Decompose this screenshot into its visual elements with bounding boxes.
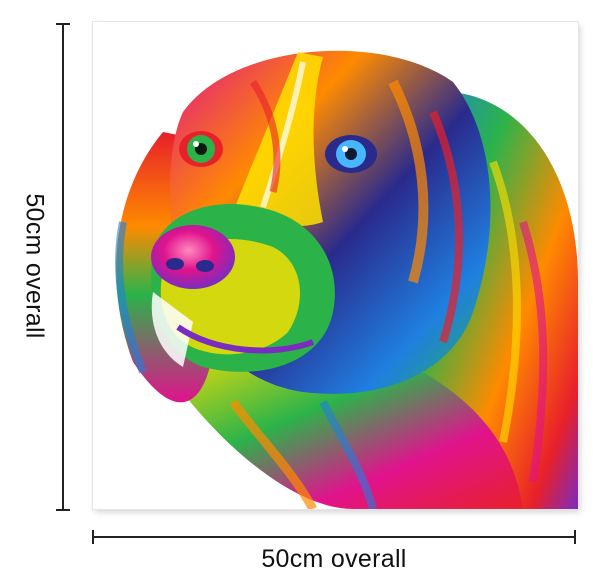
height-dimension-bottom-cap <box>56 509 70 511</box>
width-dimension-line <box>92 530 576 544</box>
width-dimension-right-cap <box>574 530 576 544</box>
width-dimension-bar <box>92 536 576 538</box>
height-dimension-line <box>56 23 70 511</box>
canvas-print <box>93 22 578 509</box>
dog-portrait-icon <box>93 22 578 509</box>
height-label: 50cm overall <box>20 193 49 339</box>
width-label: 50cm overall <box>261 545 407 573</box>
height-dimension-bar <box>62 23 64 511</box>
